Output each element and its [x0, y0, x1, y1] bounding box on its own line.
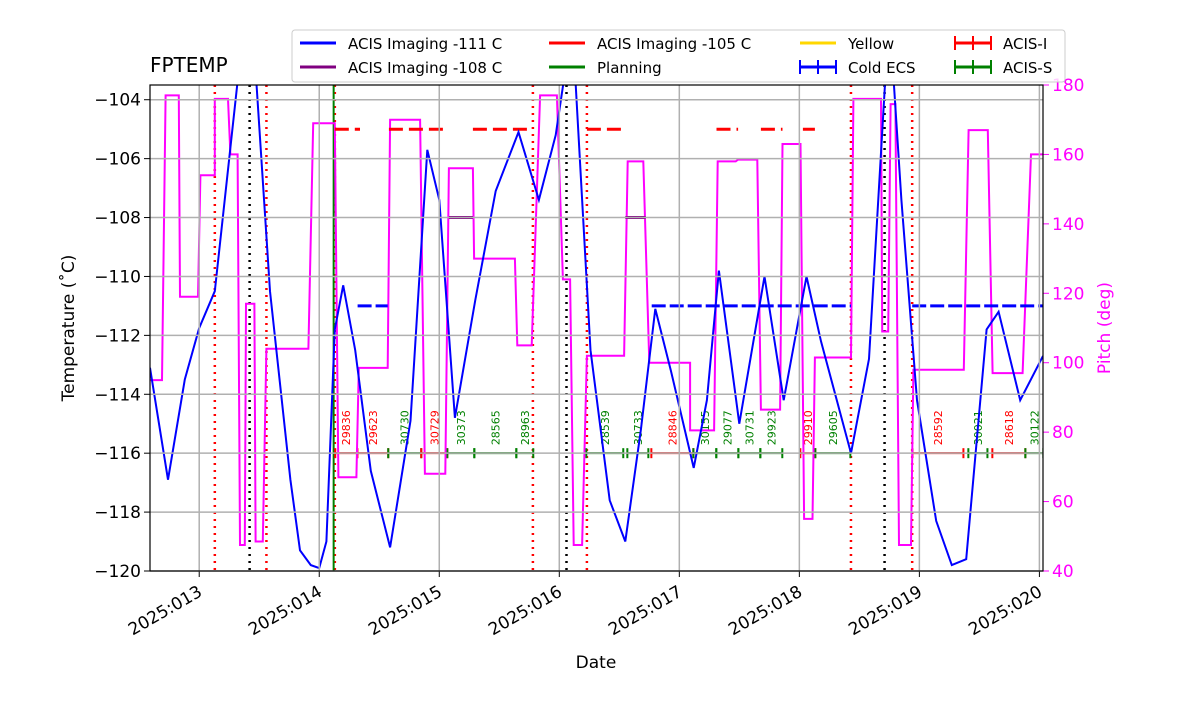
legend-item: Yellow: [800, 35, 894, 53]
x-tick-label: 2025:020: [965, 582, 1046, 640]
axes-frame: [149, 84, 1044, 572]
y2-tick-label: 120: [1052, 284, 1084, 304]
x-tick-label: 2025:017: [605, 582, 686, 640]
legend-item: ACIS Imaging -111 C: [300, 35, 502, 53]
y2-tick-label: 160: [1052, 145, 1084, 165]
y-tick-label: −116: [94, 444, 141, 464]
obsid-label: 28618: [1003, 410, 1016, 445]
legend-label: Yellow: [847, 35, 894, 53]
legend-label: ACIS Imaging -105 C: [597, 35, 751, 53]
obsid-label: 29836: [340, 410, 353, 445]
x-tick-label: 2025:016: [485, 582, 566, 640]
obsid-label: 30373: [455, 410, 468, 445]
obsid-label: 30122: [1028, 410, 1041, 445]
y2-tick-label: 60: [1052, 493, 1074, 513]
y-tick-label: −106: [94, 150, 141, 170]
legend-label: ACIS Imaging -108 C: [348, 59, 502, 77]
y-tick-label: −112: [94, 326, 141, 346]
obsid-bar: 29923: [759, 410, 784, 459]
x-tick-label: 2025:015: [365, 582, 446, 640]
obsid-label: 28592: [932, 410, 945, 445]
y2-tick-label: 80: [1052, 423, 1074, 443]
obsid-label: 28963: [519, 410, 532, 445]
legend-label: ACIS-S: [1003, 59, 1052, 77]
obsid-label: 29077: [721, 410, 734, 445]
y-tick-label: −104: [94, 91, 141, 111]
obsid-bar: 28618: [991, 410, 1027, 459]
legend-item: ACIS-I: [954, 35, 1047, 53]
y2-tick-label: 40: [1052, 562, 1074, 582]
y-tick-label: −114: [94, 385, 141, 405]
legend-item: Planning: [549, 59, 662, 77]
legend-item: ACIS Imaging -105 C: [549, 35, 751, 53]
obsid-bar: 29623: [356, 410, 390, 459]
obsid-bar: 28963: [515, 410, 535, 459]
obsid-label: 29910: [802, 410, 815, 445]
x-tick-label: 2025:014: [245, 582, 326, 640]
obsid-label: 30731: [743, 410, 756, 445]
legend-label: ACIS Imaging -111 C: [348, 35, 502, 53]
legend-item: ACIS-S: [954, 59, 1052, 77]
obsid-label: 29605: [827, 410, 840, 445]
y-axis-label: Temperature (˚C): [58, 255, 79, 403]
y-tick-label: −110: [94, 267, 141, 287]
x-axis-label: Date: [576, 653, 617, 673]
y-tick-label: −118: [94, 503, 141, 523]
x-tick-label: 2025:019: [845, 582, 926, 640]
obsid-bar: 29077: [715, 410, 740, 459]
legend-item: ACIS Imaging -108 C: [300, 59, 502, 77]
x-tick-label: 2025:013: [125, 582, 206, 640]
obsid-bar: 30122: [1024, 410, 1043, 459]
plot-area: 29836 29623 30730 30729 30373 28565 28963 28539…: [150, 85, 1043, 571]
series-line: [150, 94, 1043, 546]
legend-item: Cold ECS: [799, 59, 916, 77]
obsid-label: 29623: [367, 410, 380, 445]
y-tick-label: −120: [94, 562, 141, 582]
obsid-bar: 30731: [737, 410, 762, 459]
series-line: [150, 85, 1043, 570]
obsid-bar: 28846: [650, 410, 695, 459]
obsid-bar: 30373: [446, 410, 476, 459]
chart-title: FPTEMP: [150, 53, 228, 77]
y2-tick-label: 100: [1052, 354, 1084, 374]
legend-label: Cold ECS: [848, 59, 916, 77]
legend-box: [291, 29, 1066, 83]
y-tick-label: −108: [94, 209, 141, 229]
obsid-label: 28846: [666, 410, 679, 445]
x-tick-label: 2025:018: [725, 582, 806, 640]
obsid-label: 30155: [699, 410, 712, 445]
obsid-label: 28565: [489, 410, 502, 445]
obsid-bar: 28565: [473, 410, 518, 459]
y2-axis-label: Pitch (deg): [1095, 282, 1115, 374]
obsid-label: 29923: [765, 410, 778, 445]
obsid-bar: 28539: [585, 410, 625, 459]
legend-label: ACIS-I: [1003, 35, 1047, 53]
y2-tick-label: 140: [1052, 215, 1084, 235]
obsid-label: 30729: [428, 410, 441, 445]
legend-label: Planning: [597, 59, 662, 77]
